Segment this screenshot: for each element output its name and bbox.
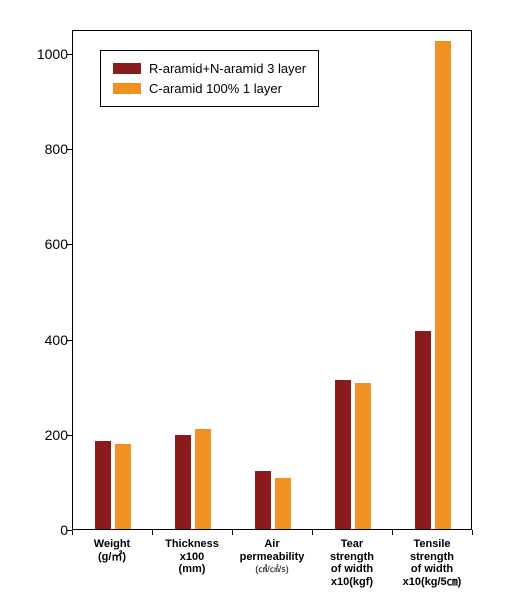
x-tick — [232, 530, 233, 535]
x-tick — [72, 530, 73, 535]
y-tick — [67, 340, 72, 341]
y-tick-label: 800 — [18, 141, 68, 157]
y-tick-label: 1000 — [18, 46, 68, 62]
bar — [115, 444, 131, 529]
bar — [335, 380, 351, 529]
x-axis-label: Airpermeability(㎤/㎠/s) — [232, 538, 312, 576]
legend: R-aramid+N-aramid 3 layer C-aramid 100% … — [100, 50, 319, 107]
legend-label: C-aramid 100% 1 layer — [149, 79, 282, 99]
x-tick — [152, 530, 153, 535]
x-tick — [472, 530, 473, 535]
x-tick — [392, 530, 393, 535]
bar — [435, 41, 451, 529]
y-tick-label: 400 — [18, 332, 68, 348]
x-tick — [312, 530, 313, 535]
bar-chart: R-aramid+N-aramid 3 layer C-aramid 100% … — [0, 0, 514, 607]
bar — [175, 435, 191, 529]
bar — [255, 471, 271, 529]
x-axis-label: Thicknessx100(mm) — [152, 538, 232, 576]
y-tick-label: 200 — [18, 427, 68, 443]
x-axis-label: Tearstrengthof widthx10(kgf) — [312, 538, 392, 589]
legend-item: C-aramid 100% 1 layer — [113, 79, 306, 99]
y-tick — [67, 244, 72, 245]
y-tick-label: 0 — [18, 522, 68, 538]
legend-item: R-aramid+N-aramid 3 layer — [113, 59, 306, 79]
x-axis-label: Tensilestrengthof widthx10(kg/5㎝) — [392, 538, 472, 589]
bar — [415, 331, 431, 529]
y-tick-label: 600 — [18, 236, 68, 252]
bar — [95, 441, 111, 529]
bar — [275, 478, 291, 529]
x-axis-label: Weight(g/㎡) — [72, 538, 152, 563]
legend-label: R-aramid+N-aramid 3 layer — [149, 59, 306, 79]
y-tick — [67, 149, 72, 150]
legend-swatch — [113, 63, 141, 74]
legend-swatch — [113, 83, 141, 94]
bar — [195, 429, 211, 529]
y-tick — [67, 435, 72, 436]
y-tick — [67, 54, 72, 55]
bar — [355, 383, 371, 529]
